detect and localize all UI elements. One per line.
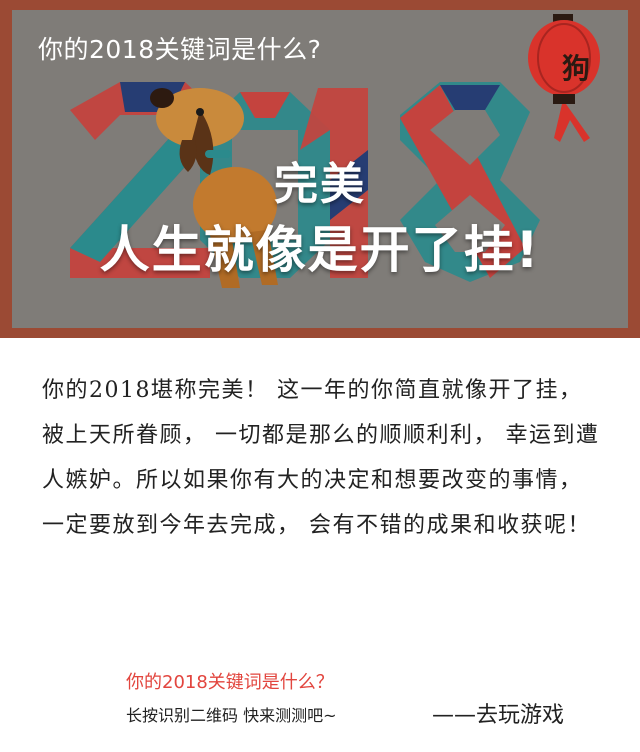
banner-title: 你的2018关键词是什么? xyxy=(38,35,322,64)
header-banner: 狗 你的2018关键词是什么? 完美 人生就像是开了挂! xyxy=(0,0,640,338)
result-description: 你的2018堪称完美！ 这一年的你简直就像开了挂， 被上天所眷顾， 一切都是那么… xyxy=(42,378,600,538)
result-keyword: 完美 xyxy=(274,159,366,210)
qr-hint: 长按识别二维码 快来测测吧~ xyxy=(126,706,337,725)
digit-8-ribbon xyxy=(400,82,540,282)
footer-question: 你的2018关键词是什么？ xyxy=(126,672,334,693)
banner-artwork-area: 狗 xyxy=(12,10,628,328)
dog-illustration xyxy=(150,88,278,288)
digit-1-ribbon xyxy=(300,88,368,278)
signature: ——去玩游戏 xyxy=(432,703,565,728)
result-tagline: 人生就像是开了挂! xyxy=(99,221,541,279)
lantern-icon xyxy=(528,14,600,142)
ribbon-2018-graphic xyxy=(70,14,600,288)
lantern-character: 狗 xyxy=(561,52,590,85)
